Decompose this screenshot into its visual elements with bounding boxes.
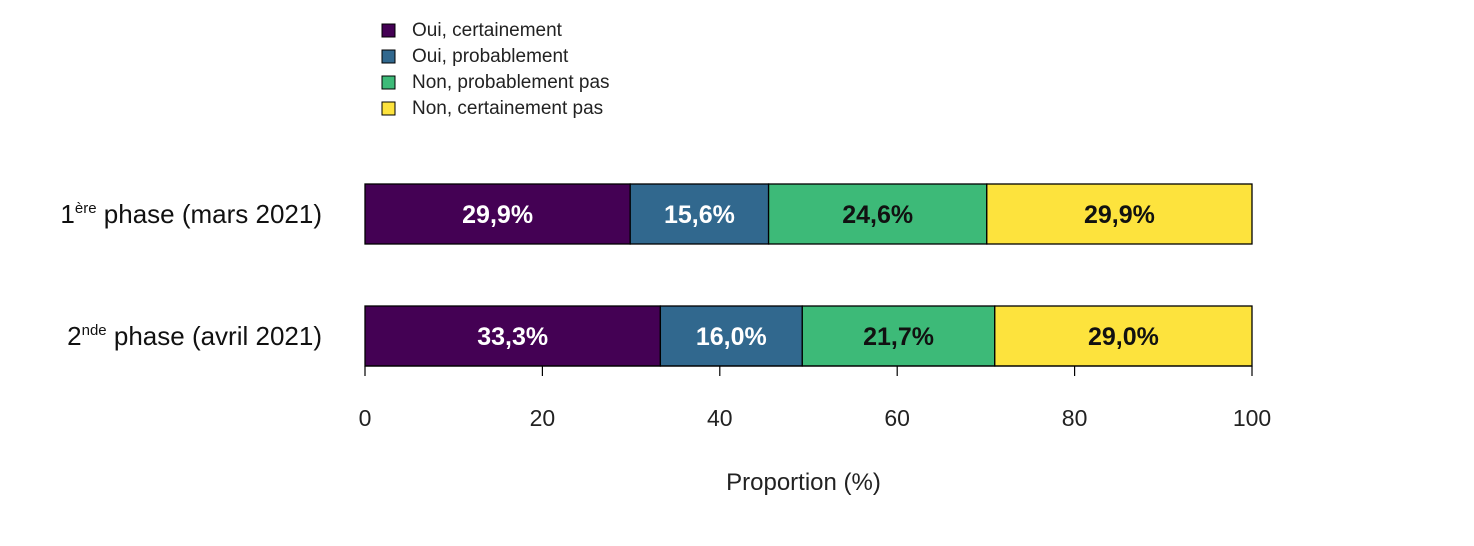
bar-value-label: 24,6% [842,201,913,229]
bar-segment [767,183,988,245]
legend-label: Non, certainement pas [412,98,603,119]
x-axis: 0 20 40 60 80 100 Proportion (%) [359,365,1271,496]
bar-value-label: 15,6% [664,201,735,229]
legend-swatch [381,75,396,90]
x-tick-label: 0 [359,405,372,431]
bar-value-label: 29,0% [1088,323,1159,351]
category-label: 2nde phase (avril 2021) [67,321,322,351]
bar-value-label: 29,9% [1084,201,1155,229]
bar-segment [994,305,1253,367]
bar-value-label: 21,7% [863,323,934,351]
category-labels: 1ère phase (mars 2021) 2nde phase (avril … [60,199,322,351]
legend: Oui, certainement Oui, probablement Non, p… [381,20,610,119]
x-tick-label: 60 [884,405,910,431]
bars: 29,9% 15,6% 24,6% 29,9% 33,3% 16,0% 21,7% 29,0% [364,183,1253,367]
x-axis-title: Proportion (%) [726,469,881,496]
legend-label: Oui, certainement [412,20,563,41]
bar-value-label: 33,3% [477,323,548,351]
bar-value-label: 16,0% [696,323,767,351]
x-tick-label: 100 [1233,405,1271,431]
bar-segment [629,183,770,245]
bar-segment [986,183,1253,245]
bar-segment [364,305,662,367]
category-label: 1ère phase (mars 2021) [60,199,322,229]
legend-swatch [381,101,396,116]
legend-label: Oui, probablement [412,46,569,67]
x-tick-label: 20 [530,405,556,431]
legend-label: Non, probablement pas [412,72,610,93]
bar-segment [364,183,631,245]
legend-swatch [381,49,396,64]
bar-value-label: 29,9% [462,201,533,229]
legend-swatch [381,23,396,38]
bar-segment [659,305,803,367]
x-tick-label: 80 [1062,405,1088,431]
x-tick-label: 40 [707,405,733,431]
